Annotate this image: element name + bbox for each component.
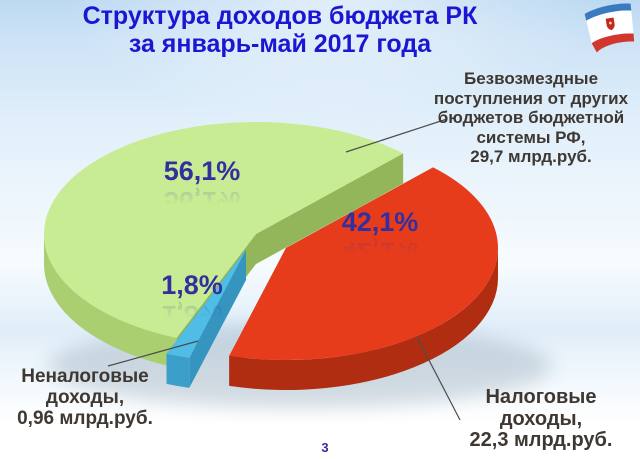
percent-label: 42,1% 42,1% bbox=[341, 207, 419, 268]
percent-label: 56,1% 56,1% bbox=[163, 156, 241, 217]
percent-label: 1,8% 1,8% bbox=[161, 270, 223, 331]
slide-title: Структура доходов бюджета РК за январь-м… bbox=[18, 2, 542, 58]
pie-chart-group bbox=[44, 118, 552, 421]
slice-label-nontax: Неналоговые доходы, 0,96 млрд.руб. bbox=[17, 366, 153, 429]
crimea-flag-icon bbox=[584, 1, 638, 58]
slide-title-line1: Структура доходов бюджета РК bbox=[82, 2, 478, 30]
slide-title-line2: за январь-май 2017 года bbox=[128, 29, 432, 58]
page-number: 3 bbox=[321, 440, 329, 455]
slice-label-tax: Налоговые доходы, 22,3 млрд.руб. bbox=[469, 386, 613, 451]
slice-label-transfers: Безвозмездные поступления от других бюдж… bbox=[433, 69, 629, 166]
